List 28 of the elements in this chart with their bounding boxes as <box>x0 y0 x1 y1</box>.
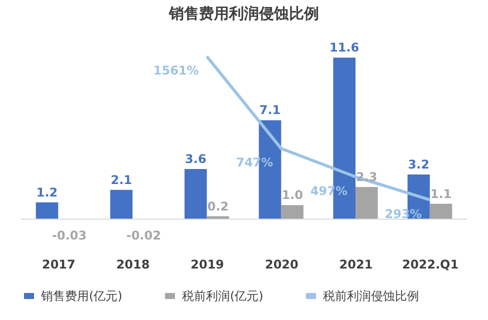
bar <box>110 190 132 220</box>
data-label: 1.2 <box>36 185 58 200</box>
bar <box>281 205 304 220</box>
data-label: 2.1 <box>110 172 132 187</box>
bar <box>356 187 378 220</box>
legend-label: 销售费用(亿元) <box>40 289 122 303</box>
legend-label: 税前利润侵蚀比例 <box>323 289 419 303</box>
data-label: 1561% <box>153 63 199 78</box>
chart-title: 销售费用利润侵蚀比例 <box>168 4 319 23</box>
data-label: -0.02 <box>126 228 161 242</box>
bar <box>430 204 452 220</box>
data-label: -0.03 <box>52 228 87 242</box>
bar <box>36 202 58 220</box>
x-tick-label: 2017 <box>42 258 76 272</box>
data-label: 3.2 <box>408 158 430 172</box>
data-label: 1.0 <box>282 188 303 202</box>
data-label: 11.6 <box>330 40 360 55</box>
bar <box>184 168 207 220</box>
data-label: 1.1 <box>430 186 452 201</box>
x-tick-label: 2022.Q1 <box>402 258 459 272</box>
x-tick-label: 2018 <box>116 258 150 272</box>
data-label: 7.1 <box>259 103 281 118</box>
legend-label: 税前利润(亿元) <box>182 289 264 303</box>
x-tick-label: 2021 <box>339 258 373 272</box>
data-label: 0.2 <box>207 199 229 214</box>
x-tick-label: 2020 <box>264 258 298 272</box>
data-label: 3.6 <box>185 152 206 166</box>
x-tick-label: 2019 <box>190 258 224 272</box>
